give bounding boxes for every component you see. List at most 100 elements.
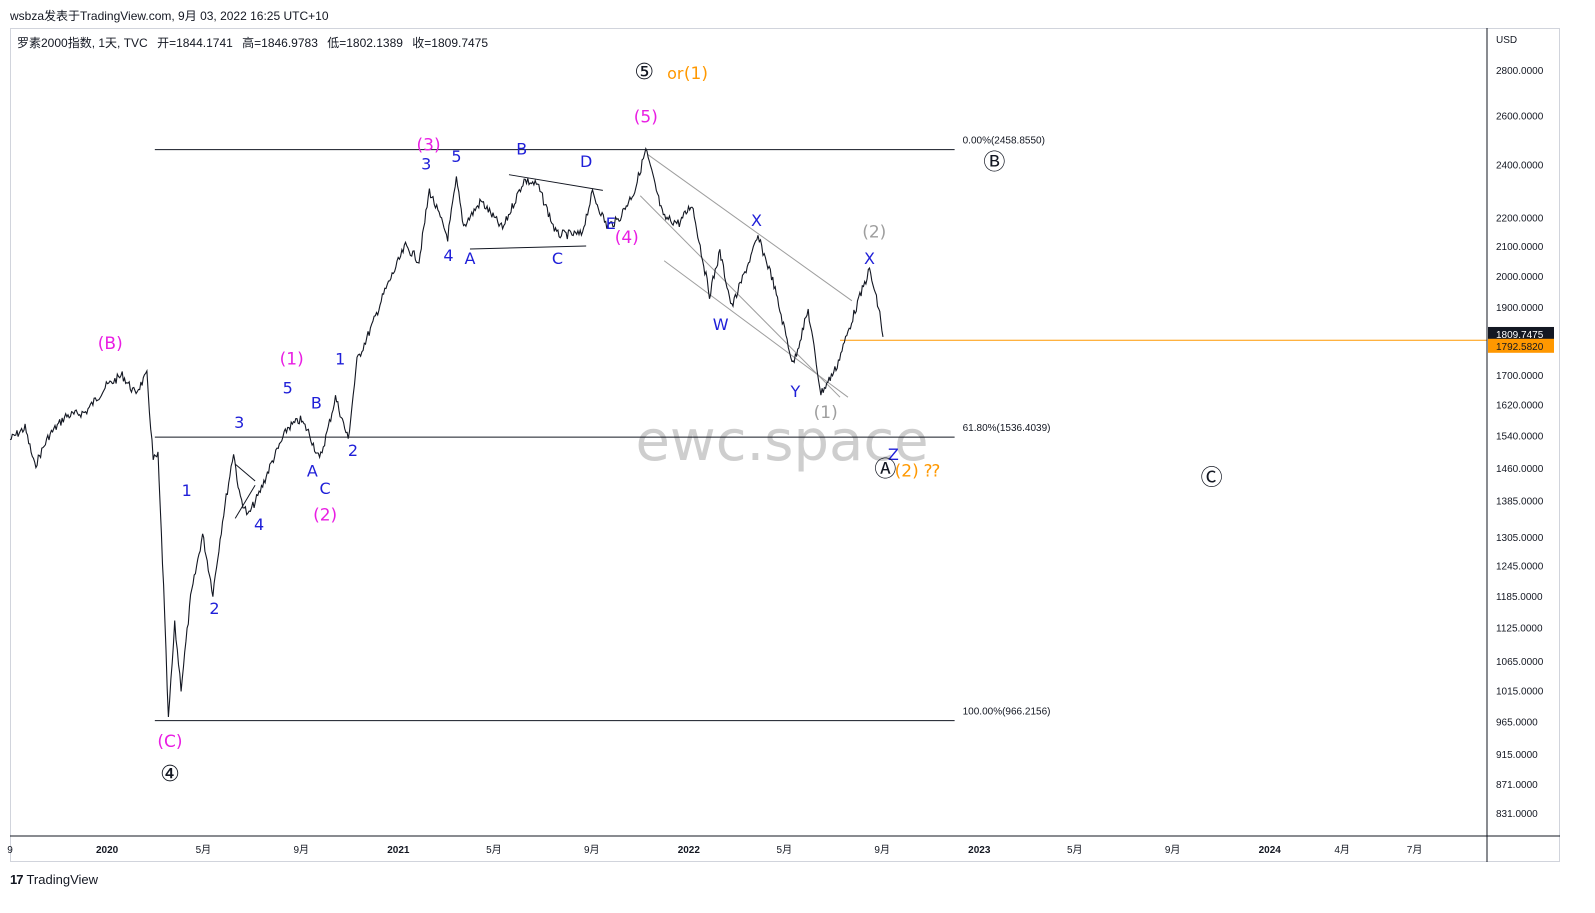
wave-label: 5 <box>451 147 461 166</box>
x-tick-label: 9月 <box>1165 844 1181 856</box>
trendline[interactable] <box>234 463 256 482</box>
wave-label: Ⓒ <box>1201 466 1223 491</box>
y-tick-label: 2800.0000 <box>1496 66 1544 77</box>
wave-label: (2) <box>313 506 337 526</box>
wave-label: Y <box>790 382 801 401</box>
y-tick-label: 1065.0000 <box>1496 657 1544 668</box>
price-badge-label: 1809.7475 <box>1496 330 1544 341</box>
y-tick-label: 1540.0000 <box>1496 432 1544 443</box>
wave-label: 3 <box>234 413 244 432</box>
x-tick-label: 9月 <box>584 844 600 856</box>
wave-label: (5) <box>634 108 658 128</box>
x-tick-label: 9月 <box>293 844 309 856</box>
x-tick-label: 2021 <box>387 845 410 856</box>
wave-label: E <box>606 214 616 233</box>
legend-close: 收=1809.7475 <box>412 36 489 50</box>
price-badge-label: 1792.5820 <box>1496 342 1544 353</box>
trendline[interactable] <box>639 195 841 398</box>
x-tick-label: 5月 <box>1067 844 1083 856</box>
trendline[interactable] <box>647 153 853 302</box>
wave-label: (1) <box>684 64 708 84</box>
wave-label: or <box>667 64 684 83</box>
publisher-header: wsbza发表于TradingView.com, 9月 03, 2022 16:… <box>10 9 329 23</box>
wave-label: (3) <box>417 136 441 156</box>
watermark-text: ewc.space <box>635 409 928 474</box>
legend-low: 低=1802.1389 <box>327 36 403 50</box>
legend-open: 开=1844.1741 <box>157 36 233 50</box>
trendline[interactable] <box>469 245 587 250</box>
wave-label: 2 <box>209 599 219 618</box>
wave-label: A <box>464 249 475 268</box>
wave-label: 2 <box>348 441 358 460</box>
x-tick-label: 9 <box>7 845 13 856</box>
wave-label: Ⓐ <box>874 458 896 483</box>
y-tick-label: 1700.0000 <box>1496 371 1544 382</box>
y-tick-label: 2100.0000 <box>1496 242 1544 253</box>
y-tick-label: 1185.0000 <box>1496 592 1543 603</box>
wave-label: 4 <box>254 515 264 534</box>
wave-label: 4 <box>443 246 453 265</box>
wave-label: (2) ⁇ <box>895 462 940 482</box>
x-tick-label: 7月 <box>1407 844 1423 856</box>
y-tick-label: 915.0000 <box>1496 750 1538 761</box>
y-tick-label: 1620.0000 <box>1496 401 1544 412</box>
wave-label: X <box>864 249 875 268</box>
x-tick-label: 2020 <box>96 845 119 856</box>
legend-symbol: 罗素2000指数, 1天, TVC <box>17 36 148 50</box>
y-tick-label: USD <box>1496 35 1517 46</box>
y-tick-label: 2000.0000 <box>1496 272 1544 283</box>
trendline[interactable] <box>508 174 603 191</box>
wave-label: (B) <box>98 334 123 354</box>
y-tick-label: 965.0000 <box>1496 717 1538 728</box>
y-tick-label: 1900.0000 <box>1496 303 1544 314</box>
x-tick-label: 5月 <box>486 844 502 856</box>
wave-label: 1 <box>335 350 345 369</box>
tradingview-logo-text: TradingView <box>26 872 99 887</box>
x-tick-label: 5月 <box>777 844 793 856</box>
wave-label: Ⓑ <box>983 151 1005 176</box>
fib-level-label: 100.00%(966.2156) <box>963 707 1051 718</box>
wave-label: B <box>516 139 527 158</box>
wave-label: (C) <box>157 732 182 752</box>
fib-level-label: 61.80%(1536.4039) <box>963 423 1051 434</box>
legend-high: 高=1846.9783 <box>242 36 318 50</box>
y-tick-label: 871.0000 <box>1496 780 1538 791</box>
wave-label: 3 <box>421 155 431 174</box>
price-badge <box>1488 326 1554 341</box>
chart-frame[interactable] <box>10 28 1560 862</box>
y-tick-label: 1460.0000 <box>1496 464 1544 475</box>
wave-label: 1 <box>182 481 192 500</box>
y-tick-label: 1125.0000 <box>1496 624 1543 635</box>
wave-label: W <box>713 315 729 334</box>
trendline[interactable] <box>663 260 849 398</box>
x-tick-label: 9月 <box>874 844 890 856</box>
y-tick-label: 831.0000 <box>1496 809 1538 820</box>
wave-label: ④ <box>160 762 180 787</box>
tradingview-mark-icon: 17 <box>10 872 24 887</box>
y-tick-label: 1015.0000 <box>1496 686 1544 697</box>
wave-label: D <box>580 152 592 171</box>
price-badge <box>1488 338 1554 353</box>
trendline[interactable] <box>234 484 256 519</box>
wave-label: (4) <box>615 228 639 248</box>
symbol-legend: 罗素2000指数, 1天, TVC 开=1844.1741 高=1846.978… <box>17 34 494 51</box>
wave-label: B <box>311 393 322 412</box>
y-tick-label: 1385.0000 <box>1496 496 1544 507</box>
x-tick-label: 5月 <box>196 844 212 856</box>
wave-label: (1) <box>280 350 304 370</box>
x-tick-label: 2022 <box>678 845 701 856</box>
y-tick-label: 2600.0000 <box>1496 111 1544 122</box>
x-tick-label: 4月 <box>1334 844 1350 856</box>
x-tick-label: 2023 <box>968 845 991 856</box>
fib-level-label: 0.00%(2458.8550) <box>963 136 1045 147</box>
wave-label: (1) <box>814 403 838 423</box>
wave-label: (2) <box>862 222 886 242</box>
wave-label: ⑤ <box>634 60 654 85</box>
tradingview-logo[interactable]: 17 TradingView <box>10 872 98 887</box>
wave-label: A <box>307 462 318 481</box>
y-tick-label: 2200.0000 <box>1496 214 1544 225</box>
price-series-line[interactable] <box>9 147 884 718</box>
y-tick-label: 1305.0000 <box>1496 533 1544 544</box>
y-tick-label: 1245.0000 <box>1496 562 1544 573</box>
